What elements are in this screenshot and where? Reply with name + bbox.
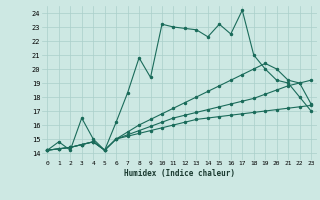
X-axis label: Humidex (Indice chaleur): Humidex (Indice chaleur) — [124, 169, 235, 178]
